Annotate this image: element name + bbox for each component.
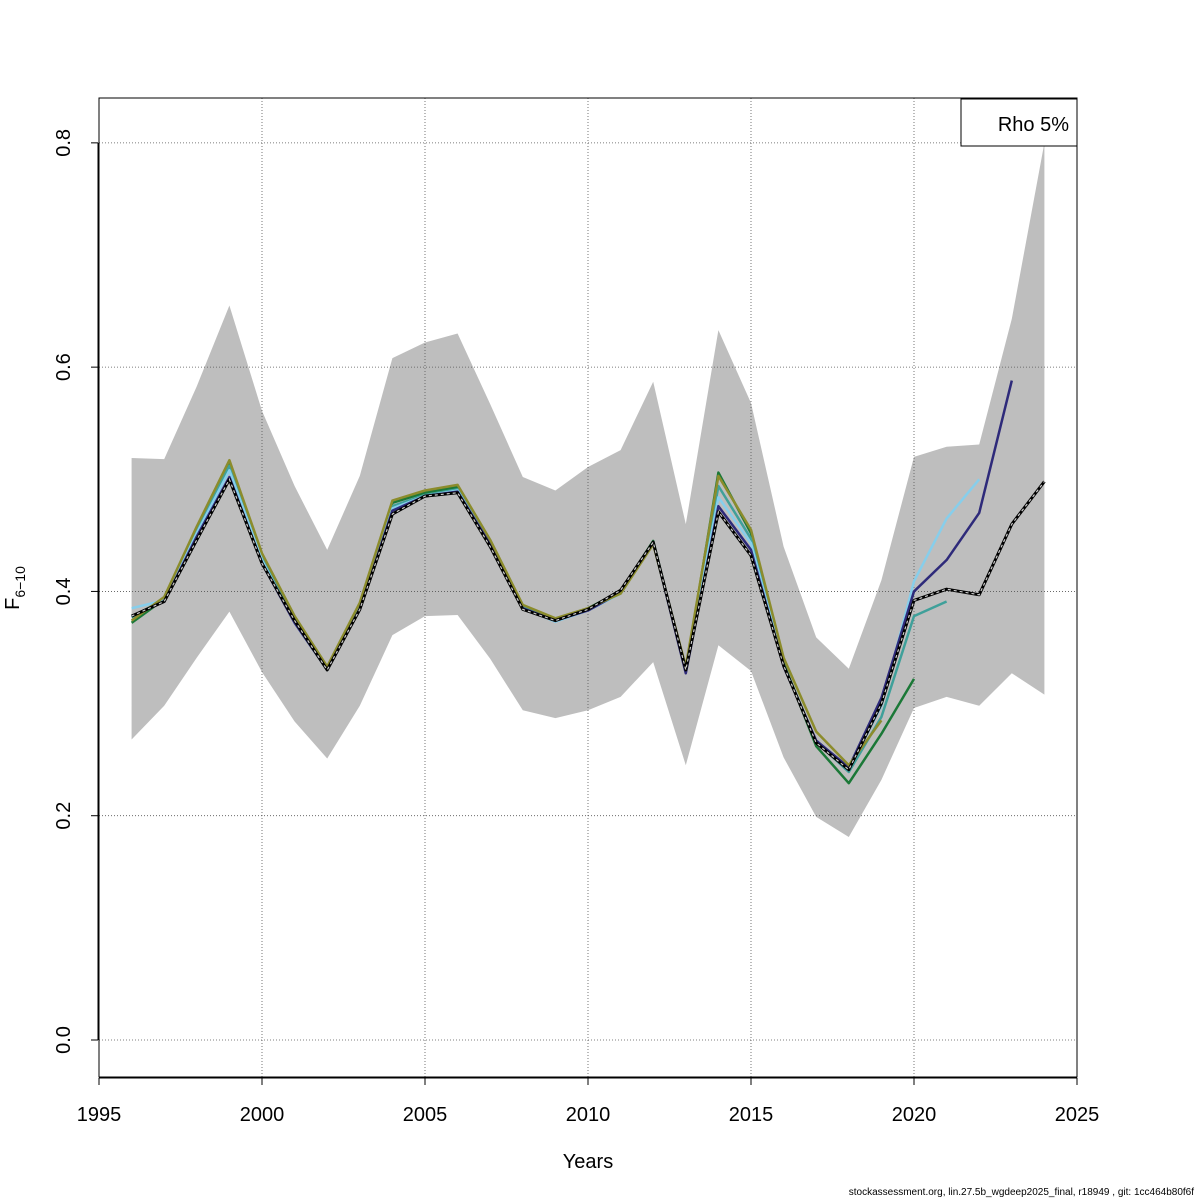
y-tick-label-group: 0.2 [53,802,75,830]
confidence-band [131,142,1045,838]
y-tick-label-group: 0.4 [53,578,75,606]
footer-note: stockassessment.org, lin.27.5b_wgdeep202… [848,1187,1194,1198]
y-tick-label: 0.6 [53,353,75,381]
confidence-band-layer [131,142,1045,838]
series-line-6-dash [131,477,1045,771]
legend-box [960,98,1078,147]
y-tick-label: 0.0 [53,1026,75,1054]
y-axis-title: F6−10 [2,566,28,610]
y-tick-label: 0.4 [53,578,75,606]
x-tick-label: 1995 [77,1104,122,1126]
x-tick-label: 2010 [566,1104,611,1126]
y-tick-label: 0.2 [53,802,75,830]
plot-frame [98,97,1078,1078]
x-axis-title: Years [563,1151,613,1173]
x-tick-label: 2015 [729,1104,774,1126]
x-tick-label: 2025 [1055,1104,1100,1126]
legend: Rho 5% [960,98,1078,147]
y-axis-title-subscript: 6−10 [12,566,28,598]
legend-text: Rho 5% [998,114,1069,136]
y-tick-label: 0.8 [53,129,75,157]
y-tick-label-group: 0.6 [53,353,75,381]
svg-text:F6−10: F6−10 [2,566,28,610]
y-tick-label-group: 0.8 [53,129,75,157]
x-tick-label: 2005 [403,1104,448,1126]
series-line-5 [130,458,883,767]
x-tick-label: 2000 [240,1104,285,1126]
series-layer [130,380,1046,785]
x-tick-label: 2020 [892,1104,937,1126]
y-tick-label-group: 0.0 [53,1026,75,1054]
axes-layer: 1995 2000 2005 2010 2015 2020 2025 0.0 0.2 0.4 0.6… [53,129,1099,1126]
y-axis-title-main: F [2,598,24,610]
